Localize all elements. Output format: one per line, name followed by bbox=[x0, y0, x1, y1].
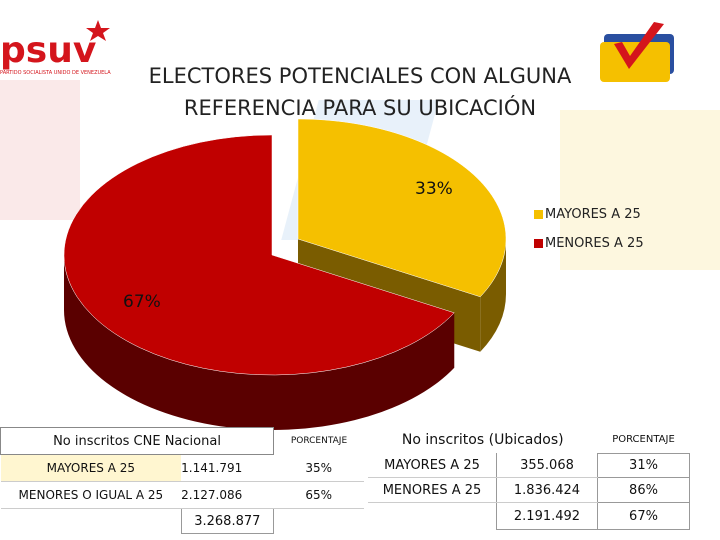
table-right-pct-header: PORCENTAJE bbox=[612, 434, 675, 446]
psuv-logo: psuv PARTIDO SOCIALISTA UNIDO DE VENEZUE… bbox=[0, 18, 130, 78]
chart-title: ELECTORES POTENCIALES CON ALGUNA REFEREN… bbox=[110, 60, 610, 124]
table-right-header: No inscritos (Ubicados) bbox=[401, 432, 564, 448]
table-row: MAYORES A 25 1.141.791 35% bbox=[0, 454, 364, 482]
table-left-row-1-label: MAYORES A 25 bbox=[0, 454, 182, 482]
pie-side-1 bbox=[64, 255, 455, 431]
table-right-total-pct: 67% bbox=[597, 502, 690, 530]
legend-swatch-menores bbox=[534, 239, 543, 248]
logo-left-text: psuv bbox=[0, 30, 96, 71]
table-right-row-2-label: MENORES A 25 bbox=[368, 477, 497, 503]
legend-item-mayores: MAYORES A 25 bbox=[534, 207, 641, 222]
table-right-row-1-value: 355.068 bbox=[496, 453, 598, 478]
table-left-pct-header: PORCENTAJE bbox=[290, 436, 348, 446]
table-left-row-2-value: 2.127.086 bbox=[181, 481, 274, 509]
table-row: MENORES O IGUAL A 25 2.127.086 65% bbox=[0, 481, 364, 509]
table-row: MAYORES A 25 355.068 31% bbox=[368, 452, 690, 478]
table-right-row-1-label: MAYORES A 25 bbox=[368, 453, 497, 478]
legend-label-mayores: MAYORES A 25 bbox=[545, 207, 641, 222]
table-cne-nacional: No inscritos CNE Nacional PORCENTAJE MAY… bbox=[0, 427, 364, 534]
pie-side-0 bbox=[480, 239, 506, 352]
slice-label-menores: 67% bbox=[123, 292, 161, 312]
legend-swatch-mayores bbox=[534, 210, 543, 219]
bg-decoration-yellow bbox=[560, 110, 720, 270]
pie-slice-1 bbox=[63, 134, 455, 376]
table-right-total: 2.191.492 bbox=[496, 502, 598, 530]
pie-slice-0 bbox=[297, 118, 507, 298]
title-line-2: REFERENCIA PARA SU UBICACIÓN bbox=[183, 96, 537, 120]
table-ubicados: No inscritos (Ubicados) PORCENTAJE MAYOR… bbox=[368, 427, 690, 530]
legend-label-menores: MENORES A 25 bbox=[545, 236, 644, 251]
logo-left-subtitle: PARTIDO SOCIALISTA UNIDO DE VENEZUELA bbox=[0, 70, 111, 76]
title-line-1: ELECTORES POTENCIALES CON ALGUNA bbox=[148, 64, 572, 88]
slice-label-mayores: 33% bbox=[415, 179, 453, 199]
table-left-row-2-pct: 65% bbox=[273, 481, 364, 509]
table-left-row-1-value: 1.141.791 bbox=[181, 454, 274, 482]
table-right-row-1-pct: 31% bbox=[597, 452, 690, 478]
table-row: MENORES A 25 1.836.424 86% bbox=[368, 477, 690, 503]
table-left-header: No inscritos CNE Nacional bbox=[0, 427, 274, 455]
table-left-row-1-pct: 35% bbox=[273, 454, 364, 482]
table-left-row-2-label: MENORES O IGUAL A 25 bbox=[0, 481, 182, 509]
legend-item-menores: MENORES A 25 bbox=[534, 236, 644, 251]
table-right-row-2-pct: 86% bbox=[597, 477, 690, 503]
bg-decoration-red bbox=[0, 80, 80, 220]
checkmark-logo bbox=[594, 14, 694, 94]
table-left-total: 3.268.877 bbox=[180, 508, 275, 534]
table-right-row-2-value: 1.836.424 bbox=[496, 477, 598, 503]
